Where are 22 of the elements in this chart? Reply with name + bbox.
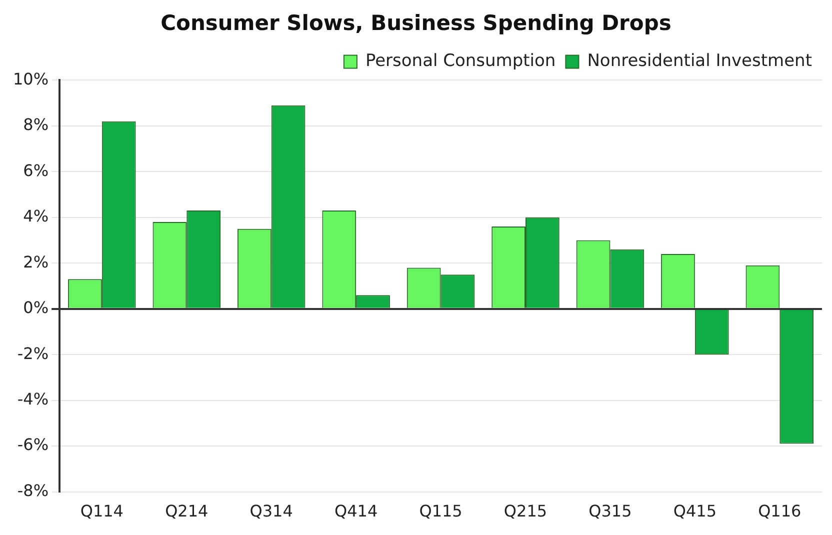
y-tick-label: 2% bbox=[23, 252, 49, 272]
x-tick-label: Q116 bbox=[758, 502, 802, 521]
x-tick-label: Q214 bbox=[165, 502, 208, 521]
x-tick-label: Q414 bbox=[334, 502, 378, 521]
x-tick-label: Q115 bbox=[419, 502, 462, 521]
x-tick-label: Q314 bbox=[250, 502, 293, 521]
y-tick-label: 6% bbox=[23, 160, 49, 180]
x-tick-label: Q114 bbox=[80, 502, 124, 521]
chart-title: Consumer Slows, Business Spending Drops bbox=[160, 11, 672, 36]
legend-label: Personal Consumption bbox=[365, 51, 556, 72]
y-tick-label: 8% bbox=[23, 115, 49, 134]
y-tick-label: 10% bbox=[13, 69, 49, 88]
y-tick-label: 4% bbox=[23, 206, 49, 226]
y-tick-label: -2% bbox=[17, 344, 49, 363]
y-tick-label: 0% bbox=[23, 298, 49, 318]
y-tick-label: -6% bbox=[17, 435, 49, 454]
x-tick-label: Q415 bbox=[673, 502, 716, 521]
legend-label: Nonresidential Investment bbox=[587, 51, 812, 72]
x-tick-label: Q315 bbox=[588, 502, 632, 521]
y-tick-label: -4% bbox=[17, 389, 49, 408]
y-tick-label: -8% bbox=[17, 480, 49, 500]
x-tick-label: Q215 bbox=[504, 502, 548, 521]
